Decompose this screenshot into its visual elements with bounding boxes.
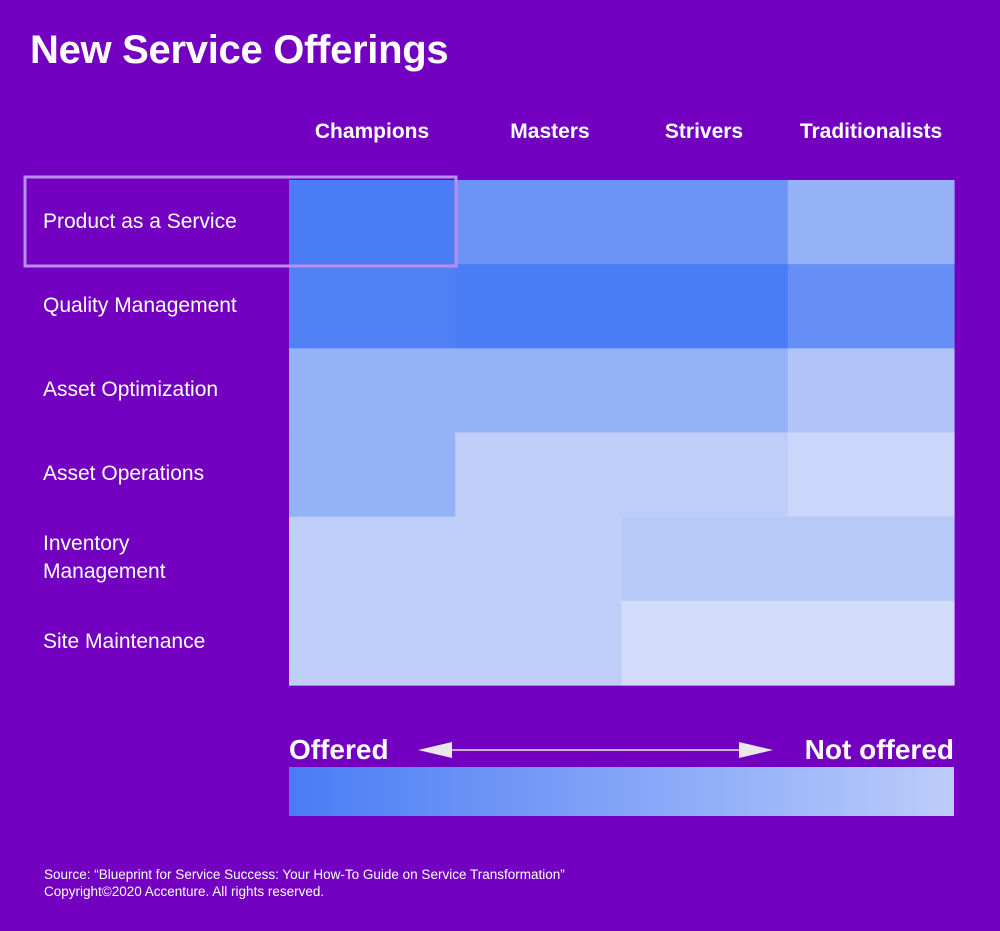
row-label-inventory-management: Inventory Management: [43, 532, 166, 583]
heatmap-cell: [289, 600, 456, 686]
source-citation: Source: “Blueprint for Service Success: …: [44, 867, 565, 882]
arrow-right-head: [739, 742, 773, 758]
legend-not-offered-label: Not offered: [804, 734, 954, 765]
heatmap-cell: [455, 180, 623, 265]
column-header-strivers: Strivers: [664, 120, 744, 143]
heatmap-cell: [289, 516, 456, 602]
heatmap-cell: [455, 600, 623, 686]
heatmap-cell: [787, 348, 955, 434]
heatmap-cell: [455, 264, 623, 349]
arrow-left-head: [418, 742, 452, 758]
heatmap-cell: [787, 264, 955, 349]
legend-offered-label: Offered: [289, 734, 389, 765]
heatmap-cell: [621, 264, 789, 349]
column-header-traditionalists: Traditionalists: [799, 120, 943, 143]
heatmap-cell: [621, 180, 789, 265]
heatmap-cells: [289, 180, 955, 686]
legend-arrow: [418, 742, 773, 758]
heatmap-cell: [621, 432, 789, 518]
row-label-asset-operations: Asset Operations: [43, 462, 205, 485]
copyright-text: Copyright©2020 Accenture. All rights res…: [44, 884, 325, 899]
heatmap-cell: [621, 600, 789, 686]
heatmap-cell: [621, 516, 789, 602]
source-note: Source: “Blueprint for Service Success: …: [44, 866, 565, 900]
heatmap-cell: [787, 432, 955, 518]
heatmap-cell: [455, 348, 623, 434]
heatmap-cell: [455, 516, 623, 602]
legend-gradient-bar: [289, 767, 954, 816]
heatmap-cell: [787, 180, 955, 265]
heatmap-cell: [455, 432, 623, 518]
row-label-site-maintenance: Site Maintenance: [43, 630, 206, 653]
column-header-champions: Champions: [314, 120, 430, 143]
row-label-quality-management: Quality Management: [43, 294, 237, 317]
row-highlight-box: [23, 175, 458, 268]
heatmap-cell: [289, 348, 456, 434]
heatmap-cell: [621, 348, 789, 434]
page-title: New Service Offerings: [30, 28, 449, 72]
heatmap-cell: [787, 600, 955, 686]
column-header-masters: Masters: [510, 120, 590, 143]
row-label-asset-optimization: Asset Optimization: [43, 378, 219, 401]
heatmap-cell: [289, 180, 456, 265]
heatmap-cell: [787, 516, 955, 602]
row-label-product-as-a-service: Product as a Service: [43, 210, 237, 233]
heatmap-cell: [289, 432, 456, 518]
heatmap-cell: [289, 264, 456, 349]
